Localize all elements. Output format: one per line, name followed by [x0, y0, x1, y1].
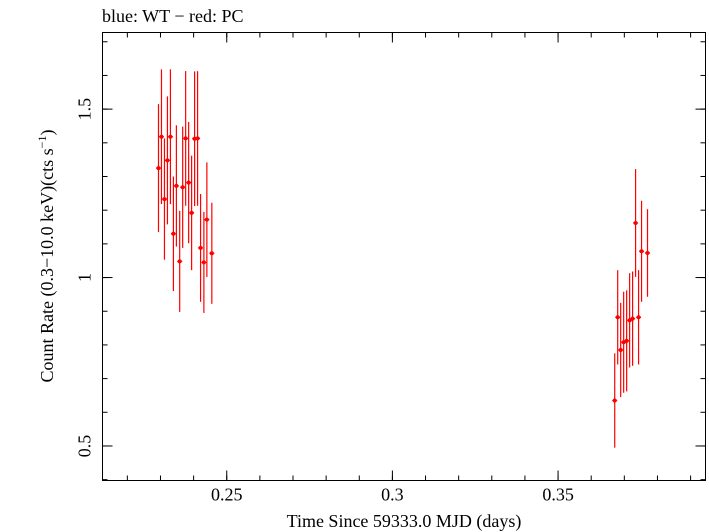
point-marker: [183, 136, 188, 141]
data-point: [621, 291, 627, 393]
data-point: [177, 210, 183, 312]
point-marker: [630, 316, 635, 321]
point-marker: [209, 251, 214, 256]
y-axis-title-main: Count Rate (0.3−10.0 keV)(cts s: [37, 148, 58, 382]
y-axis-title-superscript: −1: [35, 136, 49, 149]
data-point: [173, 125, 179, 247]
data-point: [164, 96, 170, 225]
point-marker: [162, 197, 167, 202]
point-marker: [633, 220, 638, 225]
data-point: [645, 209, 651, 297]
x-tick-label: 0.3: [381, 485, 404, 505]
point-marker: [201, 260, 206, 265]
point-marker: [615, 315, 620, 320]
point-marker: [636, 315, 641, 320]
point-marker: [186, 180, 191, 185]
point-marker: [174, 183, 179, 188]
data-point: [615, 270, 621, 365]
data-point: [161, 138, 167, 260]
data-point: [633, 169, 639, 277]
y-tick-label: 1.5: [75, 98, 95, 121]
data-point: [636, 270, 642, 365]
point-marker: [195, 136, 200, 141]
data-point: [624, 290, 630, 392]
data-point: [186, 121, 192, 244]
data-point: [627, 273, 633, 368]
point-marker: [612, 398, 617, 403]
data-point: [198, 194, 204, 302]
point-marker: [156, 166, 161, 171]
data-point: [189, 155, 195, 271]
y-axis-title-end: ): [37, 130, 58, 136]
point-marker: [618, 347, 623, 352]
data-points: [155, 69, 651, 448]
data-point: [183, 71, 189, 206]
point-marker: [189, 210, 194, 215]
point-marker: [627, 318, 632, 323]
point-marker: [204, 217, 209, 222]
data-point: [158, 69, 164, 205]
data-point: [630, 271, 636, 366]
point-marker: [198, 245, 203, 250]
data-point: [201, 211, 207, 313]
point-marker: [639, 249, 644, 254]
chart-title: blue: WT − red: PC: [102, 6, 243, 26]
x-tick-label: 0.25: [211, 485, 243, 505]
data-point: [618, 302, 624, 398]
point-marker: [624, 338, 629, 343]
major-ticks: [102, 32, 706, 481]
point-marker: [171, 231, 176, 236]
data-point: [612, 353, 618, 448]
point-marker: [159, 134, 164, 139]
data-point: [195, 71, 201, 206]
data-point: [204, 162, 210, 277]
y-tick-label: 1: [75, 273, 95, 282]
data-point: [170, 176, 176, 292]
point-marker: [177, 259, 182, 264]
point-marker: [165, 158, 170, 163]
data-point: [180, 126, 186, 248]
y-tick-label: 0.5: [75, 435, 95, 458]
x-tick-labels: 0.25 0.3 0.35: [211, 485, 574, 505]
point-marker: [168, 134, 173, 139]
point-marker: [180, 185, 185, 190]
point-marker: [645, 250, 650, 255]
point-marker: [192, 136, 197, 141]
plot-frame: [102, 32, 706, 481]
y-axis-title: Count Rate (0.3−10.0 keV)(cts s−1): [35, 130, 58, 383]
x-axis-title: Time Since 59333.0 MJD (days): [287, 511, 522, 532]
data-point: [209, 202, 215, 304]
data-point: [639, 200, 645, 302]
data-point: [155, 104, 161, 233]
y-tick-labels: 0.5 1 1.5: [75, 98, 95, 457]
x-tick-label: 0.35: [542, 485, 574, 505]
data-point: [167, 69, 173, 205]
